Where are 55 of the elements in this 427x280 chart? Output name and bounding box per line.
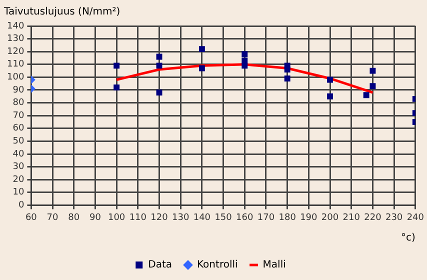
point bbox=[198, 65, 205, 72]
x-tick-label: 110 bbox=[129, 212, 147, 223]
point bbox=[327, 76, 333, 83]
x-tick-label: 180 bbox=[278, 212, 296, 223]
y-tick-label: 0 bbox=[18, 200, 24, 211]
point bbox=[156, 90, 162, 96]
legend-label: Malli bbox=[262, 260, 286, 271]
point bbox=[156, 62, 162, 69]
y-tick-label: 20 bbox=[12, 174, 24, 185]
y-tick-label: 30 bbox=[12, 162, 24, 172]
x-tick-label: 170 bbox=[257, 212, 275, 223]
point bbox=[370, 68, 376, 74]
y-tick-label: 130 bbox=[6, 34, 24, 44]
x-tick-label: 60 bbox=[25, 212, 38, 223]
y-tick-label: 10 bbox=[12, 188, 24, 198]
point bbox=[114, 62, 120, 69]
point bbox=[242, 51, 248, 58]
x-axis-title: °c) bbox=[401, 232, 416, 244]
x-tick-label: 140 bbox=[193, 212, 211, 223]
y-tick-label: 90 bbox=[12, 85, 24, 96]
x-tick-label: 210 bbox=[342, 212, 360, 223]
x-tick-label: 130 bbox=[172, 212, 190, 223]
x-tick-label: 70 bbox=[46, 212, 59, 223]
x-tick-label: 100 bbox=[108, 212, 126, 223]
point bbox=[156, 54, 162, 60]
x-tick-label: 150 bbox=[214, 212, 232, 223]
x-tick-label: 190 bbox=[300, 212, 318, 223]
point bbox=[363, 92, 370, 98]
x-tick-label: 90 bbox=[89, 212, 102, 223]
point bbox=[198, 46, 205, 52]
y-axis-title: Taivutuslujuus (N/mm²) bbox=[3, 6, 120, 18]
x-tick-label: 230 bbox=[385, 212, 403, 223]
y-tick-label: 110 bbox=[6, 60, 24, 70]
y-tick-label: 50 bbox=[12, 136, 24, 147]
point bbox=[284, 76, 290, 82]
y-tick-label: 100 bbox=[6, 72, 24, 83]
point bbox=[284, 66, 290, 72]
x-tick-label: 120 bbox=[150, 212, 168, 223]
x-tick-label: 220 bbox=[364, 212, 382, 223]
legend-label: Kontrolli bbox=[197, 260, 238, 271]
point bbox=[370, 83, 376, 90]
point bbox=[327, 93, 333, 100]
x-tick-label: 80 bbox=[68, 212, 80, 223]
x-tick-label: 160 bbox=[236, 212, 254, 223]
y-tick-label: 60 bbox=[12, 124, 24, 134]
x-tick-label: 200 bbox=[321, 212, 339, 223]
point bbox=[242, 62, 248, 69]
point bbox=[114, 84, 120, 90]
legend-label: Data bbox=[148, 260, 172, 271]
y-tick-label: 140 bbox=[6, 21, 24, 32]
y-tick-label: 70 bbox=[12, 110, 24, 121]
y-tick-label: 40 bbox=[12, 149, 24, 160]
x-tick-label: 240 bbox=[406, 212, 424, 223]
y-tick-label: 120 bbox=[6, 46, 24, 57]
y-tick-label: 80 bbox=[12, 98, 24, 108]
